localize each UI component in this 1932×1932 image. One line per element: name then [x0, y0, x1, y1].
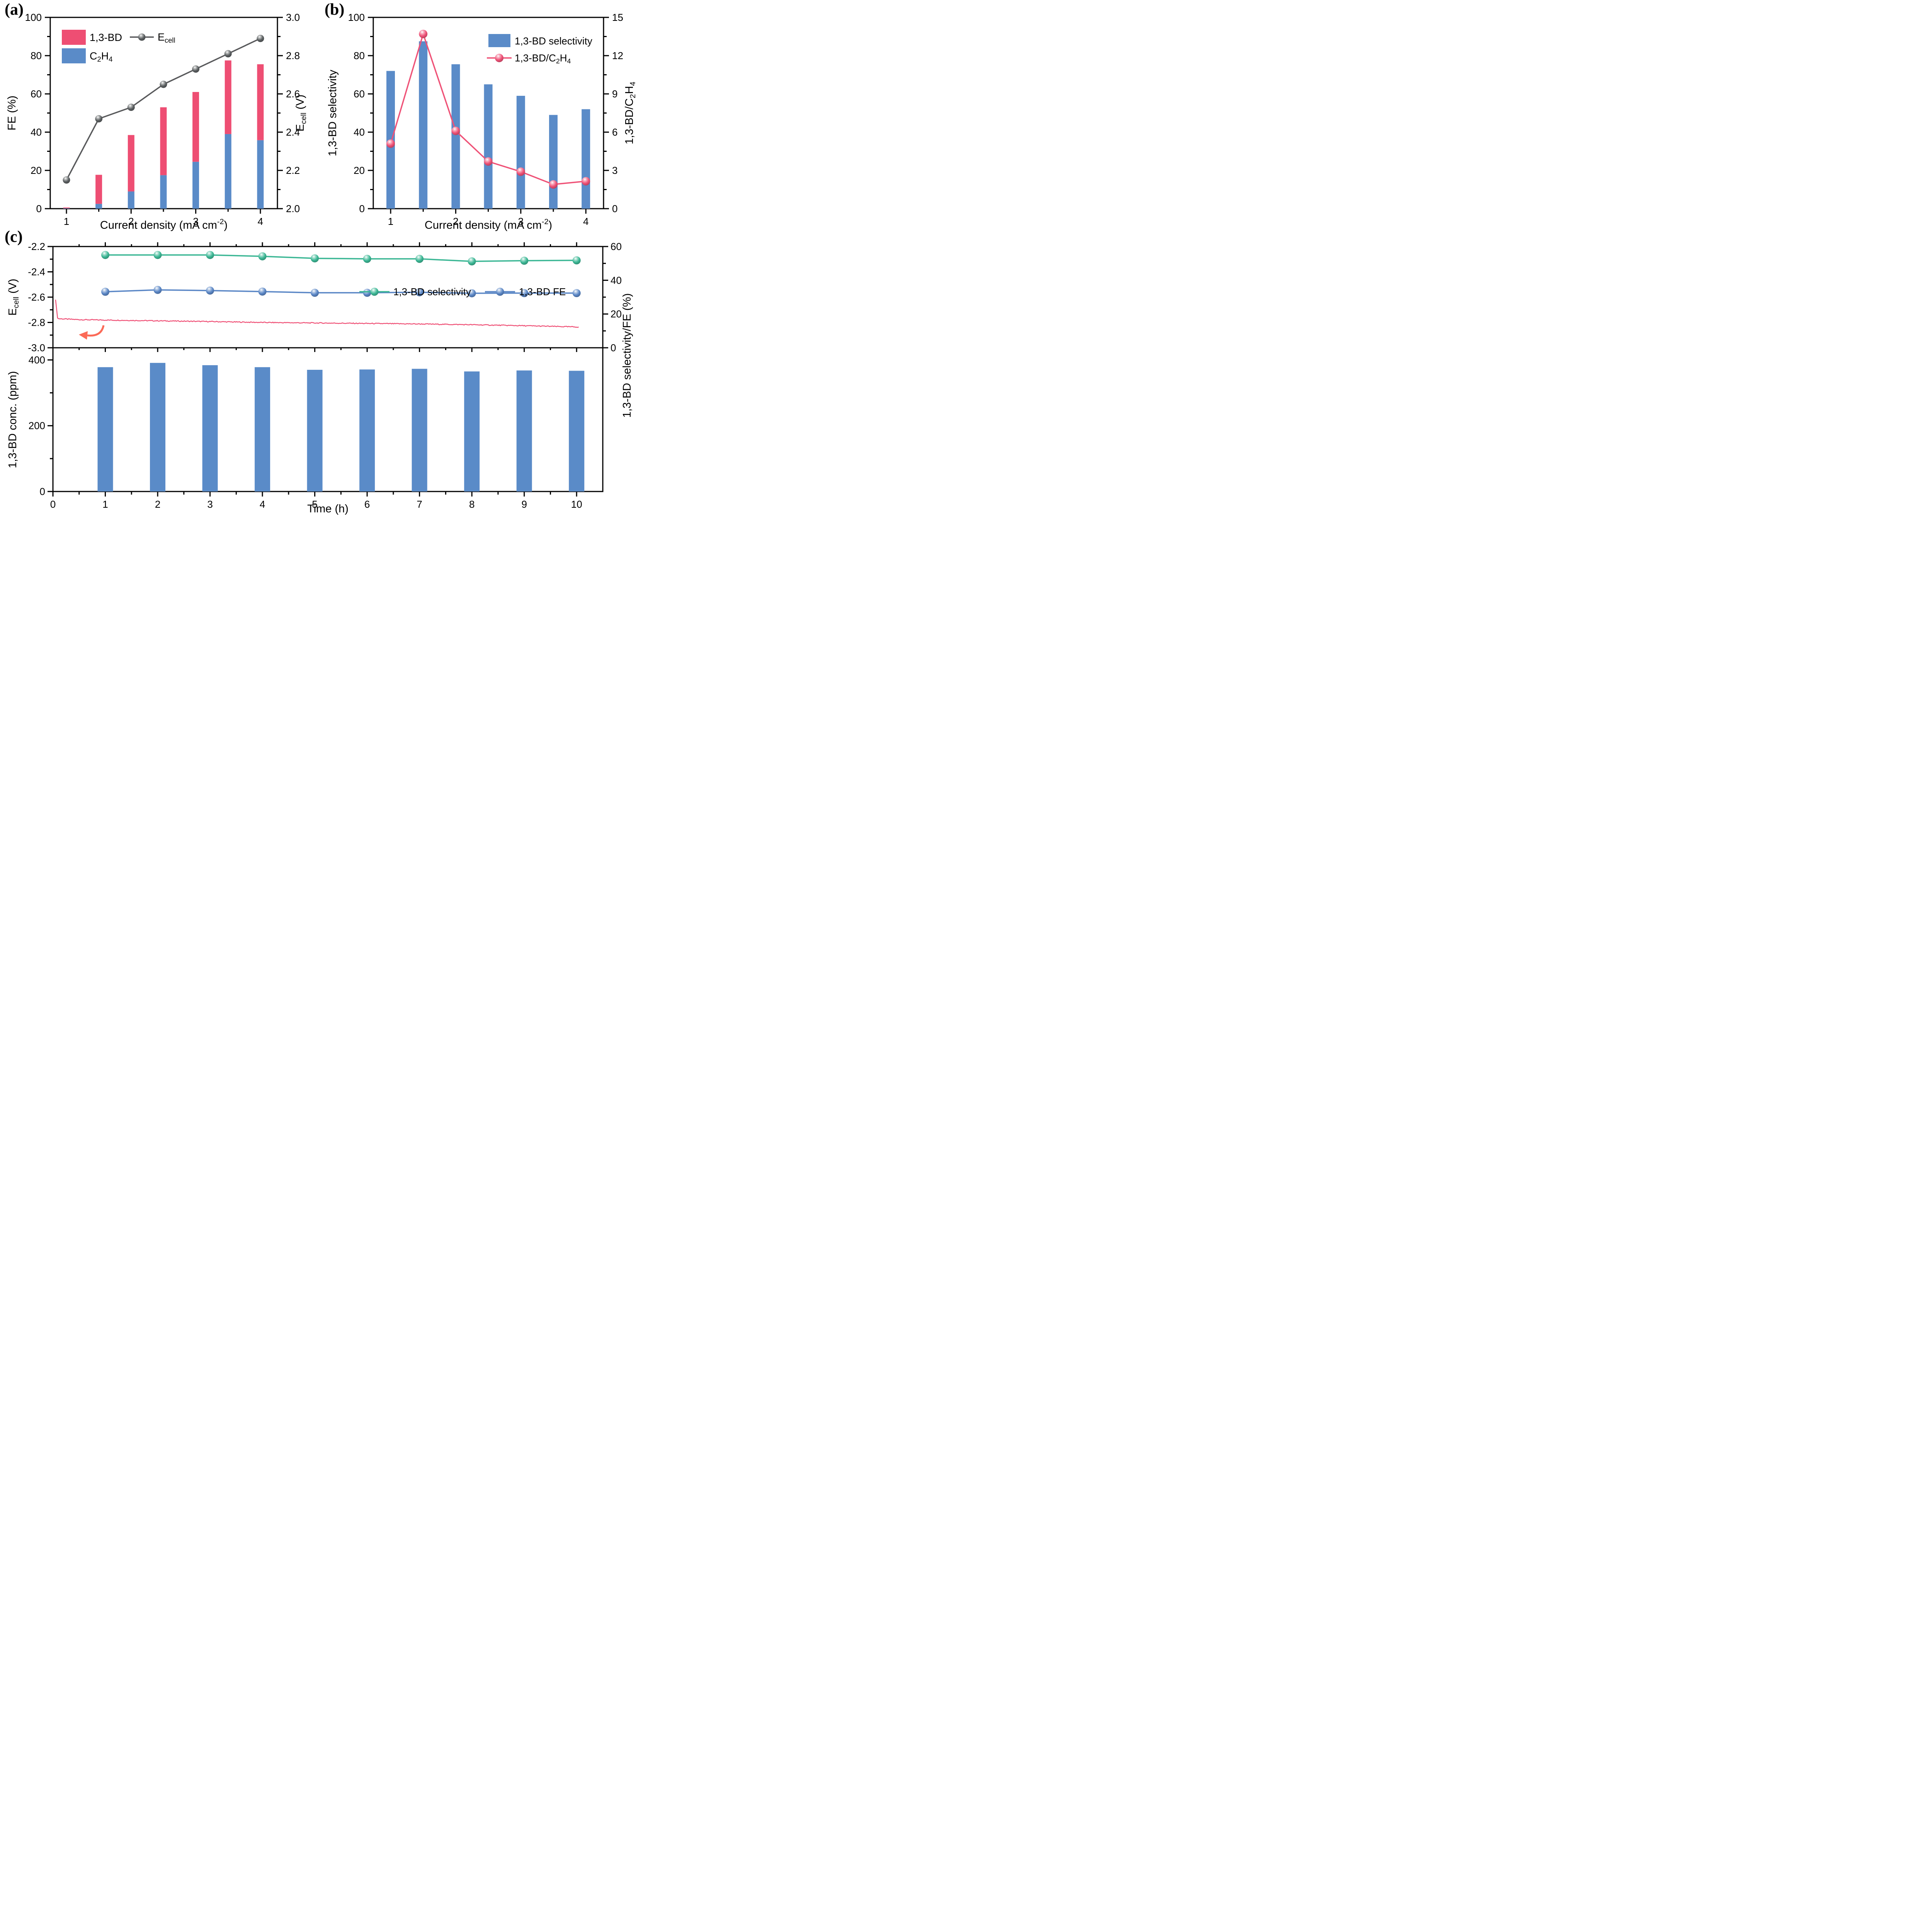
svg-text:6: 6	[364, 498, 370, 510]
svg-text:Ecell: Ecell	[158, 31, 175, 44]
svg-text:40: 40	[31, 126, 42, 138]
svg-text:1,3-BD selectivity: 1,3-BD selectivity	[393, 286, 471, 298]
svg-text:-2.6: -2.6	[28, 291, 45, 303]
svg-text:Time (h): Time (h)	[307, 503, 349, 515]
svg-text:80: 80	[31, 50, 42, 61]
svg-text:4: 4	[258, 216, 263, 227]
svg-text:FE (%): FE (%)	[6, 95, 18, 130]
panel-b-label: (b)	[325, 1, 345, 19]
svg-text:12: 12	[612, 50, 623, 61]
svg-text:3: 3	[612, 165, 617, 176]
svg-text:2.4: 2.4	[286, 126, 300, 138]
svg-text:2: 2	[155, 498, 160, 510]
svg-text:1,3-BD: 1,3-BD	[90, 32, 122, 43]
svg-text:0: 0	[611, 342, 616, 354]
svg-text:1,3-BD FE: 1,3-BD FE	[519, 286, 566, 298]
svg-text:3.0: 3.0	[286, 12, 300, 23]
svg-text:2.8: 2.8	[286, 50, 300, 61]
panel-c-chart: 0 1 2 3 4 5 6 7 8 9 10 -2.2 -2.4 -2.6 -2.8 -3.0 0 20 40 60 0…	[7, 241, 633, 515]
svg-text:1,3-BD conc. (ppm): 1,3-BD conc. (ppm)	[7, 371, 19, 468]
svg-text:8: 8	[469, 498, 474, 510]
svg-text:60: 60	[611, 241, 622, 252]
svg-text:-2.2: -2.2	[28, 241, 45, 252]
svg-text:200: 200	[29, 420, 45, 432]
svg-text:20: 20	[354, 165, 365, 176]
svg-text:-2.4: -2.4	[28, 266, 45, 278]
svg-text:3: 3	[518, 216, 524, 227]
svg-text:80: 80	[354, 50, 365, 61]
svg-text:1,3-BD selectivity: 1,3-BD selectivity	[515, 35, 592, 47]
svg-text:7: 7	[417, 498, 422, 510]
svg-text:100: 100	[348, 12, 365, 23]
svg-text:0: 0	[359, 203, 365, 214]
svg-text:0: 0	[40, 486, 45, 497]
svg-text:400: 400	[29, 354, 45, 366]
svg-text:5: 5	[312, 498, 317, 510]
svg-text:20: 20	[31, 165, 42, 176]
svg-text:1,3-BD selectivity/FE (%): 1,3-BD selectivity/FE (%)	[621, 293, 633, 418]
svg-text:2: 2	[128, 216, 134, 227]
svg-text:60: 60	[354, 88, 365, 100]
svg-text:0: 0	[50, 498, 56, 510]
svg-text:4: 4	[260, 498, 265, 510]
svg-text:Current density (mA cm-2): Current density (mA cm-2)	[100, 218, 228, 231]
svg-text:15: 15	[612, 12, 623, 23]
panel-a-chart: 0 20 40 60 80 100 2.0 2.2 2.4 2.6 2.8 3.0 1 2 3 4 1,3-BD…	[6, 12, 308, 231]
svg-text:1: 1	[388, 216, 393, 227]
svg-text:-3.0: -3.0	[28, 342, 45, 354]
svg-text:2.2: 2.2	[286, 165, 300, 176]
svg-text:1,3-BD/C2H4: 1,3-BD/C2H4	[623, 82, 637, 144]
svg-text:2: 2	[453, 216, 458, 227]
svg-text:9: 9	[521, 498, 527, 510]
panel-c-label: (c)	[5, 228, 23, 246]
svg-text:60: 60	[31, 88, 42, 100]
svg-text:1,3-BD/C2H4: 1,3-BD/C2H4	[515, 52, 571, 65]
svg-text:20: 20	[611, 308, 622, 320]
svg-text:Current density (mA cm-2): Current density (mA cm-2)	[425, 218, 552, 231]
svg-text:2.6: 2.6	[286, 88, 300, 100]
svg-text:3: 3	[193, 216, 198, 227]
svg-text:3: 3	[207, 498, 213, 510]
svg-text:1: 1	[64, 216, 69, 227]
svg-text:-2.8: -2.8	[28, 317, 45, 328]
svg-text:1: 1	[102, 498, 108, 510]
svg-text:0: 0	[612, 203, 617, 214]
svg-text:1,3-BD selectivity: 1,3-BD selectivity	[327, 70, 339, 156]
svg-text:40: 40	[611, 274, 622, 286]
svg-text:C2H4: C2H4	[90, 50, 112, 63]
svg-text:0: 0	[36, 203, 42, 214]
svg-text:2.0: 2.0	[286, 203, 300, 214]
svg-text:100: 100	[25, 12, 42, 23]
svg-text:6: 6	[612, 126, 617, 138]
svg-text:10: 10	[571, 498, 582, 510]
svg-text:4: 4	[583, 216, 588, 227]
figure: (a) (b) (c) 0 20 40 60 80 100 2.0 2.2 2.4 2.6 2.8 3…	[0, 0, 641, 516]
svg-text:Ecell (V): Ecell (V)	[294, 95, 308, 132]
svg-text:40: 40	[354, 126, 365, 138]
svg-text:Ecell (V): Ecell (V)	[7, 279, 20, 316]
svg-text:9: 9	[612, 88, 617, 100]
panel-a-label: (a)	[5, 1, 24, 19]
